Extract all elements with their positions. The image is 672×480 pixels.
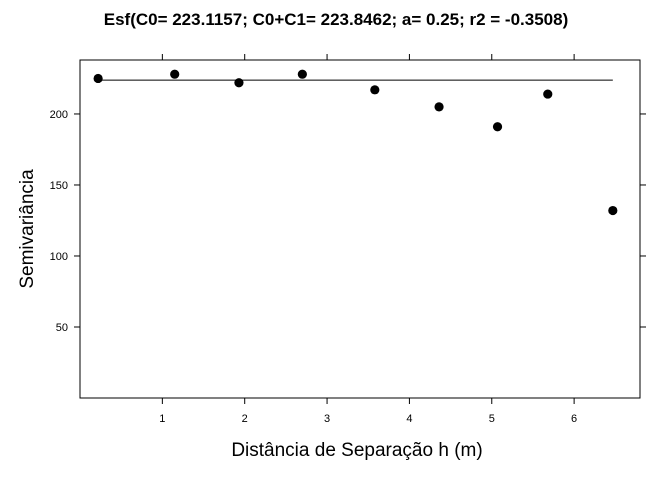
plot-frame [79,59,641,399]
x-tick-label: 1 [159,413,165,425]
x-tick-label: 2 [242,413,248,425]
y-tick-label: 50 [56,322,68,334]
chart-title: Esf(C0= 223.1157; C0+C1= 223.8462; a= 0.… [104,10,569,29]
y-axis-label: Semivariância [17,169,38,289]
x-tick-label: 6 [571,413,577,425]
y-tick-label: 100 [50,251,68,263]
data-points [93,69,618,216]
x-tick-label: 5 [489,413,495,425]
data-point [234,78,244,88]
x-tick-label: 3 [324,413,330,425]
data-point [170,69,180,79]
x-axis-label: Distância de Separação h (m) [231,440,482,461]
x-axis: 1 2 3 4 5 6 [159,54,577,425]
x-tick-label: 4 [406,413,412,425]
y-tick-label: 150 [50,180,68,192]
data-point [93,73,103,84]
data-point [492,122,503,132]
y-tick-label: 200 [50,109,68,121]
data-point [608,205,618,216]
data-point [543,89,553,99]
data-point [297,69,307,79]
y-axis: 50 100 150 200 [50,109,646,334]
data-point [434,102,444,112]
data-point [370,85,380,95]
